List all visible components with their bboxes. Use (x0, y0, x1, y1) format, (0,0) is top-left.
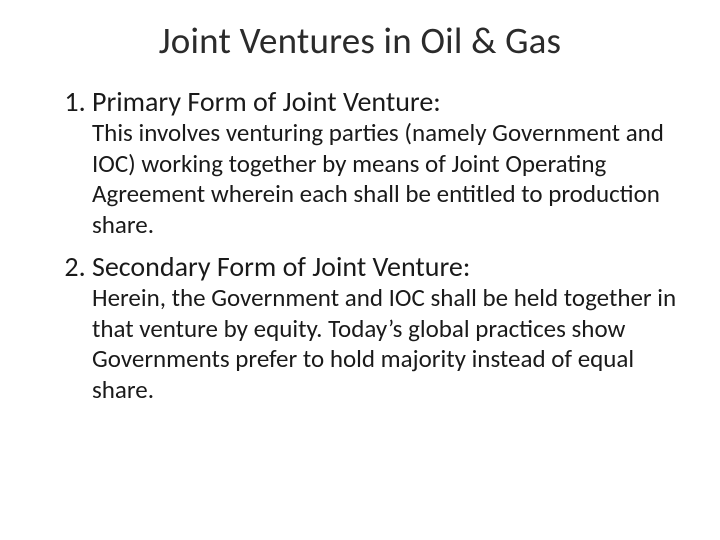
list-item: Secondary Form of Joint Venture: Herein,… (92, 250, 680, 405)
item-heading: Secondary Form of Joint Venture: (92, 250, 680, 283)
slide-body-list: Primary Form of Joint Venture: This invo… (40, 85, 680, 405)
item-description: This involves venturing parties (namely … (92, 118, 680, 240)
slide: Joint Ventures in Oil & Gas Primary Form… (0, 0, 720, 540)
list-item: Primary Form of Joint Venture: This invo… (92, 85, 680, 240)
slide-title: Joint Ventures in Oil & Gas (40, 18, 680, 63)
item-heading: Primary Form of Joint Venture: (92, 85, 680, 118)
item-description: Herein, the Government and IOC shall be … (92, 283, 680, 405)
